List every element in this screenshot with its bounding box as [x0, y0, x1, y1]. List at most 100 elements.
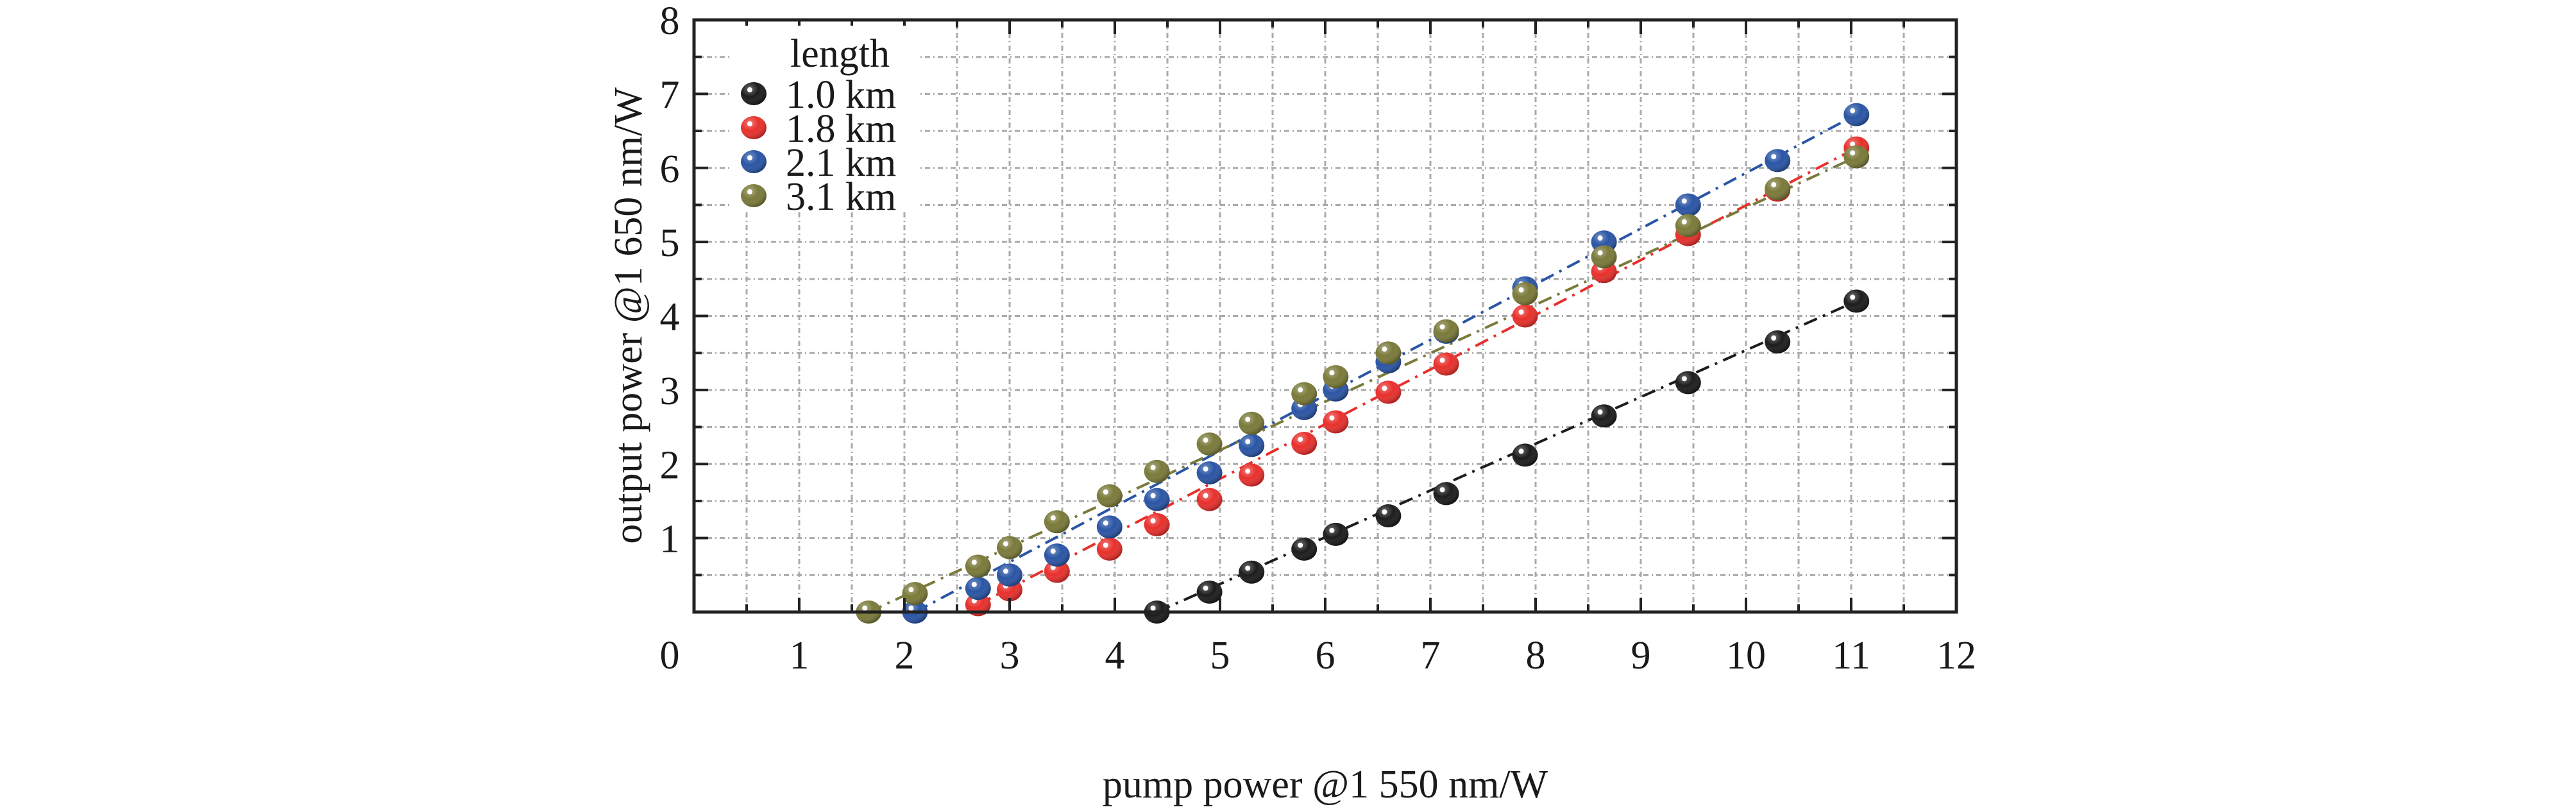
marker-highlight — [1382, 346, 1387, 352]
x-tick-labels: 0 1 2 3 4 5 6 7 8 9 10 11 12 — [660, 634, 1977, 677]
marker-shine — [1433, 352, 1459, 376]
x-tick-label: 11 — [1832, 634, 1870, 677]
marker-shine — [1096, 484, 1123, 507]
marker-highlight — [862, 606, 868, 611]
marker-highlight — [1103, 520, 1108, 526]
x-tick-label: 3 — [1000, 634, 1020, 677]
x-axis-title: pump power @1 550 nm/W — [1103, 763, 1548, 806]
marker-shine — [1433, 482, 1459, 506]
marker-shine — [1239, 560, 1265, 584]
data-point — [1239, 560, 1265, 584]
legend-marker — [741, 116, 767, 139]
marker-highlight — [1298, 542, 1303, 548]
fit-line-1-8-km — [977, 146, 1858, 606]
marker-highlight — [1103, 489, 1108, 495]
marker-highlight — [1518, 309, 1524, 315]
data-point — [1096, 515, 1123, 539]
marker-highlight — [1597, 250, 1603, 256]
x-tick-label: 5 — [1210, 634, 1230, 677]
data-point — [1843, 103, 1870, 126]
data-point — [1375, 380, 1402, 404]
marker-highlight — [1681, 219, 1687, 225]
marker-shine — [1433, 319, 1459, 343]
marker-highlight — [1597, 409, 1603, 415]
marker-shine — [1512, 304, 1538, 328]
marker-highlight — [1771, 154, 1777, 160]
marker-highlight — [1298, 436, 1303, 442]
y-tick-label: 1 — [660, 518, 680, 561]
marker-highlight — [1298, 387, 1303, 393]
y-tick-label: 6 — [660, 148, 680, 191]
data-point — [1239, 411, 1265, 435]
data-point — [965, 593, 991, 617]
marker-highlight — [1203, 493, 1208, 498]
x-tick-label: 9 — [1631, 634, 1651, 677]
marker-shine — [997, 563, 1022, 587]
marker-highlight — [1850, 294, 1856, 300]
marker-highlight — [1245, 416, 1251, 422]
marker-highlight — [1439, 357, 1445, 363]
marker-shine — [902, 582, 928, 606]
y-tick-label: 5 — [660, 221, 680, 265]
marker-highlight — [747, 121, 752, 126]
fit-line-1-0-km — [1156, 300, 1858, 613]
marker-shine — [1765, 177, 1791, 201]
grid — [694, 20, 1956, 612]
marker-shine — [1239, 411, 1265, 435]
marker-shine — [1144, 488, 1170, 511]
x-tick-label: 7 — [1421, 634, 1441, 677]
x-tick-label: 4 — [1105, 634, 1125, 677]
marker-shine — [1675, 371, 1701, 395]
data-point — [1843, 145, 1870, 169]
marker-shine — [997, 536, 1022, 559]
marker-shine — [1144, 513, 1170, 536]
marker-highlight — [1771, 182, 1777, 188]
marker-shine — [1765, 330, 1791, 353]
marker-highlight — [971, 559, 977, 565]
marker-highlight — [1771, 335, 1777, 341]
marker-shine — [1291, 431, 1318, 455]
data-point — [902, 582, 928, 606]
x-tick-label: 8 — [1526, 634, 1546, 677]
data-point — [1591, 245, 1617, 269]
marker-shine — [1196, 488, 1223, 511]
data-point — [1675, 214, 1701, 237]
data-point — [1765, 149, 1791, 173]
marker-shine — [1096, 515, 1123, 539]
y-tick-label: 3 — [660, 370, 680, 413]
marker-highlight — [1439, 487, 1445, 493]
data-point — [1144, 488, 1170, 511]
marker-highlight — [1203, 466, 1208, 472]
marker-shine — [1512, 282, 1538, 305]
data-point — [1196, 580, 1223, 604]
marker-shine — [1239, 434, 1265, 457]
marker-highlight — [1050, 515, 1056, 521]
marker-shine — [1291, 382, 1318, 405]
marker-shine — [1323, 522, 1349, 546]
data-point — [1375, 341, 1402, 365]
marker-shine — [1375, 504, 1402, 528]
marker-highlight — [1329, 527, 1335, 533]
data-points — [856, 103, 1870, 624]
marker-highlight — [1439, 324, 1445, 330]
marker-highlight — [1103, 542, 1108, 548]
marker-highlight — [971, 582, 977, 588]
marker-highlight — [1597, 235, 1603, 241]
y-tick-label: 4 — [660, 296, 680, 339]
x-tick-label: 2 — [895, 634, 915, 677]
data-point — [1144, 513, 1170, 536]
data-point — [1291, 382, 1318, 405]
marker-shine — [1196, 461, 1223, 485]
marker-shine — [965, 593, 991, 617]
data-point — [1675, 371, 1701, 395]
data-point — [1323, 522, 1349, 546]
marker-shine — [1765, 149, 1791, 173]
marker-shine — [1291, 537, 1318, 561]
legend-label: 2.1 km — [786, 141, 896, 185]
marker-highlight — [1245, 565, 1251, 571]
marker-shine — [1323, 365, 1349, 389]
y-tick-label: 2 — [660, 443, 680, 487]
marker-shine — [741, 184, 767, 207]
data-point — [1096, 537, 1123, 561]
marker-shine — [741, 116, 767, 139]
